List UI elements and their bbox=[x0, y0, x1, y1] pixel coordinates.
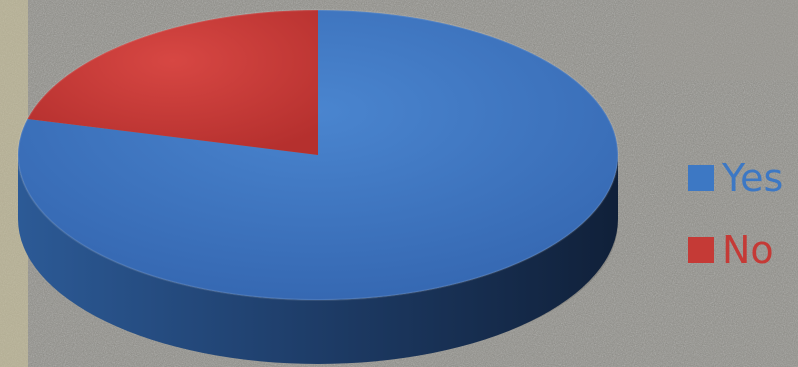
legend-item-no: No bbox=[688, 224, 798, 276]
legend-label-no: No bbox=[722, 228, 774, 272]
pie-slice-no bbox=[27, 10, 319, 155]
legend: Yes No bbox=[688, 152, 798, 296]
pie-layer bbox=[17, 9, 619, 364]
pie-side-yes bbox=[18, 155, 618, 364]
legend-swatch-yes bbox=[688, 165, 714, 191]
legend-label-yes: Yes bbox=[722, 156, 784, 200]
pie-top-rim bbox=[17, 9, 619, 301]
background-top-right-accent bbox=[640, 0, 798, 80]
legend-item-yes: Yes bbox=[688, 152, 798, 204]
legend-swatch-no bbox=[688, 237, 714, 263]
